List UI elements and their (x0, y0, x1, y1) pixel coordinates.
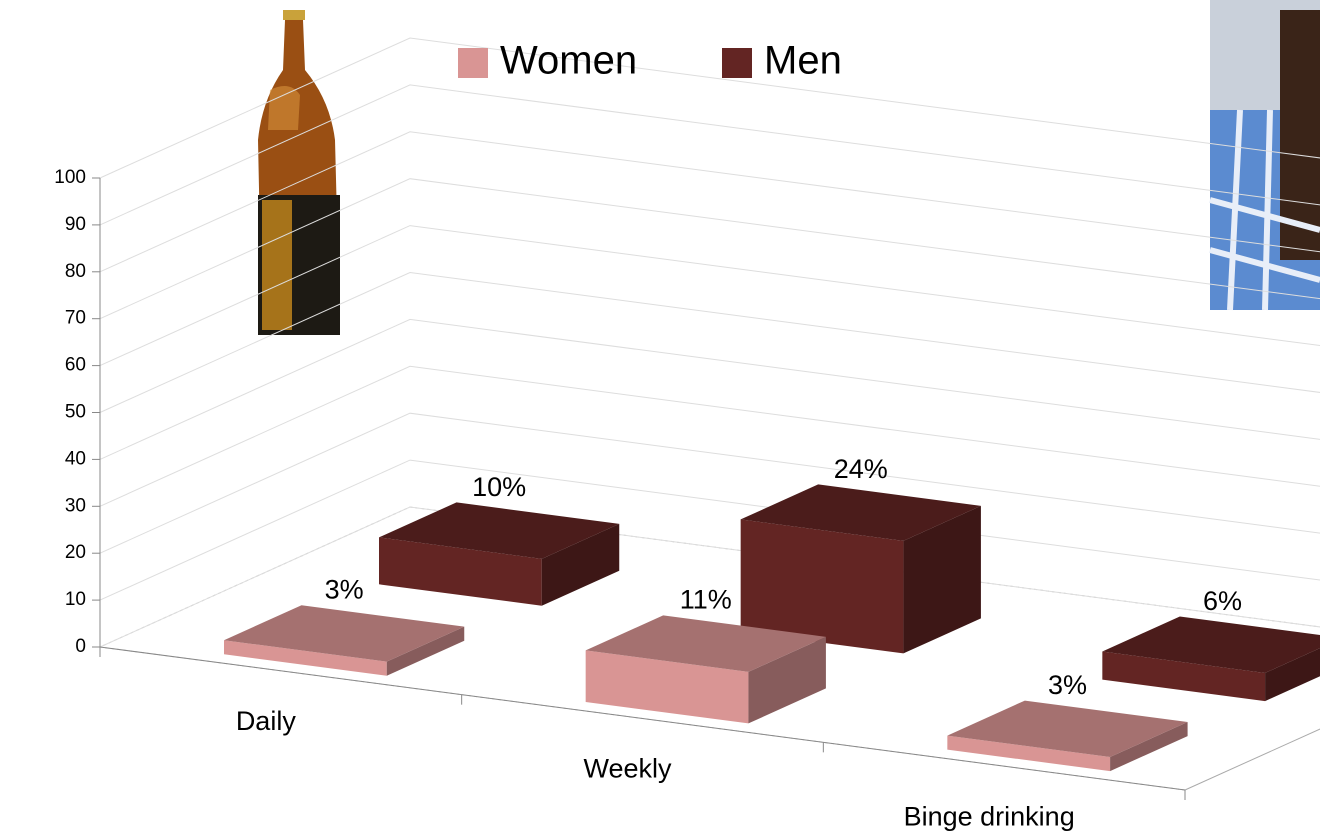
y-tick-label: 20 (65, 542, 86, 563)
grid-line (100, 319, 1320, 462)
y-tick-label: 70 (65, 308, 86, 329)
bottle-picture (258, 10, 340, 335)
y-tick-label: 90 (65, 214, 86, 235)
value-label: 10% (472, 472, 526, 502)
y-tick-label: 0 (75, 636, 86, 657)
y-tick-label: 60 (65, 355, 86, 376)
y-tick-label: 40 (65, 448, 86, 469)
legend-swatch (722, 48, 752, 78)
grid-line (100, 413, 1320, 556)
y-tick-label: 50 (65, 402, 86, 423)
x-tick-label: Binge drinking (904, 801, 1075, 831)
y-tick-label: 10 (65, 589, 86, 610)
legend-swatch (458, 48, 488, 78)
plot: 0 10 20 30 40 50 60 70 80 90 100 Daily Weekly Binge d… (54, 38, 1320, 831)
chart: 0 10 20 30 40 50 60 70 80 90 100 Daily Weekly Binge d… (0, 0, 1320, 840)
bar (224, 605, 464, 676)
value-label: 3% (325, 575, 364, 605)
legend-label: Men (764, 39, 842, 83)
value-label: 24% (834, 454, 888, 484)
grid-line (100, 460, 1320, 603)
bar (741, 484, 981, 653)
photo-picture (1210, 0, 1320, 310)
x-tick-label: Daily (236, 706, 297, 736)
x-tick-label: Weekly (583, 754, 672, 784)
bar (1102, 616, 1320, 701)
y-tick-label: 80 (65, 261, 86, 282)
value-label: 3% (1048, 670, 1087, 700)
y-tick-label: 100 (54, 167, 86, 188)
legend: Women Men (458, 39, 842, 83)
value-label: 11% (680, 585, 732, 615)
grid-line (100, 366, 1320, 509)
legend-label: Women (500, 39, 637, 83)
value-label: 6% (1203, 586, 1242, 616)
bar (379, 502, 619, 605)
bar (947, 701, 1187, 772)
y-tick-label: 30 (65, 495, 86, 516)
